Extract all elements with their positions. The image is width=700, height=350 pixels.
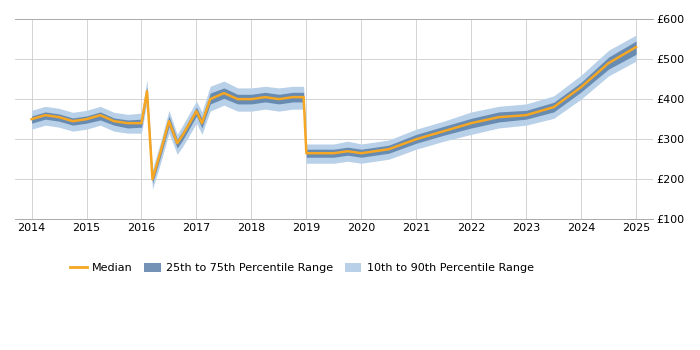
Legend: Median, 25th to 75th Percentile Range, 10th to 90th Percentile Range: Median, 25th to 75th Percentile Range, 1…	[66, 259, 538, 278]
